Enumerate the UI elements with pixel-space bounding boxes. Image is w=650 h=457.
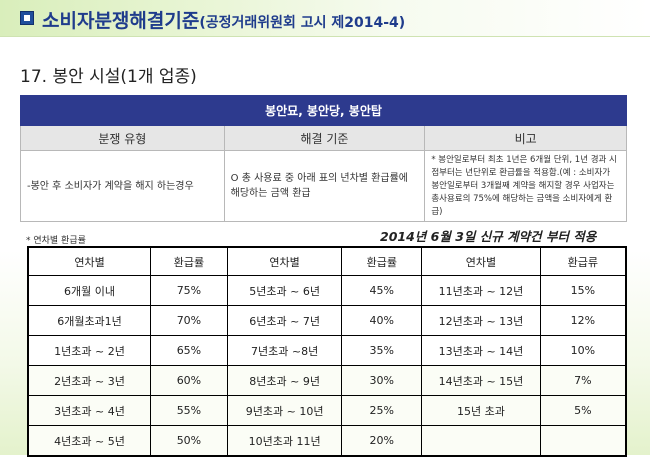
header-dispute-type: 분쟁 유형 bbox=[20, 125, 225, 151]
rate-cell: 5% bbox=[539, 395, 627, 426]
header-resolution: 해결 기준 bbox=[223, 125, 426, 151]
cell-dispute-type: -봉안 후 소비자가 계약을 해지 하는경우 bbox=[20, 150, 225, 222]
period-cell: 12년초과 ~ 13년 bbox=[421, 305, 541, 336]
empty-cell bbox=[539, 425, 627, 457]
title-main: 소비자분쟁해결기준 bbox=[42, 10, 200, 32]
rate-cell: 60% bbox=[150, 365, 228, 396]
period-cell: 3년초과 ~ 4년 bbox=[27, 395, 152, 426]
period-cell: 13년초과 ~ 14년 bbox=[421, 335, 541, 366]
rate-cell: 75% bbox=[150, 275, 228, 306]
table-row: 4년초과 ~ 5년 50% 10년초과 11년 20% bbox=[27, 425, 627, 457]
refund-rate-table: 연차별 환급률 연차별 환급률 연차별 환급류 6개월 이내 75% 5년초과 … bbox=[27, 246, 627, 457]
applied-date-note: 2014년 6월 3일 신규 계약건 부터 적용 bbox=[380, 229, 597, 244]
rate-cell: 25% bbox=[341, 395, 423, 426]
table-row: 6개월초과1년 70% 6년초과 ~ 7년 40% 12년초과 ~ 13년 12… bbox=[27, 305, 627, 336]
page-title: 소비자분쟁해결기준(공정거래위원회 고시 제2014-4) bbox=[42, 6, 405, 33]
title-subtitle: (공정거래위원회 고시 제2014-4) bbox=[199, 15, 406, 31]
period-cell: 6개월초과1년 bbox=[27, 305, 152, 336]
table-row: 1년초과 ~ 2년 65% 7년초과 ~8년 35% 13년초과 ~ 14년 1… bbox=[27, 335, 627, 366]
rate-cell: 15% bbox=[539, 275, 627, 306]
rate-cell: 45% bbox=[341, 275, 423, 306]
period-cell: 2년초과 ~ 3년 bbox=[27, 365, 152, 396]
rate-cell: 50% bbox=[150, 425, 228, 457]
period-cell: 6년초과 ~ 7년 bbox=[226, 305, 343, 336]
cell-resolution: O 총 사용료 중 아래 표의 년차별 환급률에 해당하는 금액 환급 bbox=[223, 150, 426, 222]
rate-cell: 40% bbox=[341, 305, 423, 336]
dispute-table: 봉안묘, 봉안당, 봉안탑 분쟁 유형 해결 기준 비고 -봉안 후 소비자가 … bbox=[20, 95, 627, 222]
refund-note: * 연차별 환급률 bbox=[26, 236, 86, 246]
rate-cell: 20% bbox=[341, 425, 423, 457]
rate-cell: 35% bbox=[341, 335, 423, 366]
rate-cell: 10% bbox=[539, 335, 627, 366]
rate-cell: 30% bbox=[341, 365, 423, 396]
empty-cell bbox=[421, 425, 541, 457]
header-period: 연차별 bbox=[421, 246, 541, 276]
period-cell: 8년초과 ~ 9년 bbox=[226, 365, 343, 396]
header-rate: 환급률 bbox=[150, 246, 228, 276]
rate-cell: 70% bbox=[150, 305, 228, 336]
period-cell: 9년초과 ~ 10년 bbox=[226, 395, 343, 426]
period-cell: 7년초과 ~8년 bbox=[226, 335, 343, 366]
period-cell: 1년초과 ~ 2년 bbox=[27, 335, 152, 366]
period-cell: 14년초과 ~ 15년 bbox=[421, 365, 541, 396]
header-rate: 환급률 bbox=[341, 246, 423, 276]
rate-cell: 55% bbox=[150, 395, 228, 426]
dispute-table-band: 봉안묘, 봉안당, 봉안탑 bbox=[20, 95, 627, 126]
refund-table-header-row: 연차별 환급률 연차별 환급률 연차별 환급류 bbox=[27, 246, 627, 276]
square-bullet-icon bbox=[20, 11, 34, 25]
period-cell: 11년초과 ~ 12년 bbox=[421, 275, 541, 306]
rate-cell: 65% bbox=[150, 335, 228, 366]
section-title: 17. 봉안 시설(1개 업종) bbox=[20, 67, 197, 87]
table-row: 6개월 이내 75% 5년초과 ~ 6년 45% 11년초과 ~ 12년 15% bbox=[27, 275, 627, 306]
period-cell: 6개월 이내 bbox=[27, 275, 152, 306]
period-cell: 15년 초과 bbox=[421, 395, 541, 426]
period-cell: 10년초과 11년 bbox=[226, 425, 343, 457]
rate-cell: 7% bbox=[539, 365, 627, 396]
header-remark: 비고 bbox=[424, 125, 627, 151]
header-bar: 소비자분쟁해결기준(공정거래위원회 고시 제2014-4) bbox=[0, 0, 650, 37]
header-period: 연차별 bbox=[27, 246, 152, 276]
period-cell: 4년초과 ~ 5년 bbox=[27, 425, 152, 457]
period-cell: 5년초과 ~ 6년 bbox=[226, 275, 343, 306]
table-row: 3년초과 ~ 4년 55% 9년초과 ~ 10년 25% 15년 초과 5% bbox=[27, 395, 627, 426]
cell-remark: * 봉안일로부터 최초 1년은 6개월 단위, 1년 경과 시점부터는 년단위로… bbox=[424, 150, 627, 222]
table-row: 2년초과 ~ 3년 60% 8년초과 ~ 9년 30% 14년초과 ~ 15년 … bbox=[27, 365, 627, 396]
header-rate: 환급류 bbox=[539, 246, 627, 276]
header-period: 연차별 bbox=[226, 246, 343, 276]
rate-cell: 12% bbox=[539, 305, 627, 336]
